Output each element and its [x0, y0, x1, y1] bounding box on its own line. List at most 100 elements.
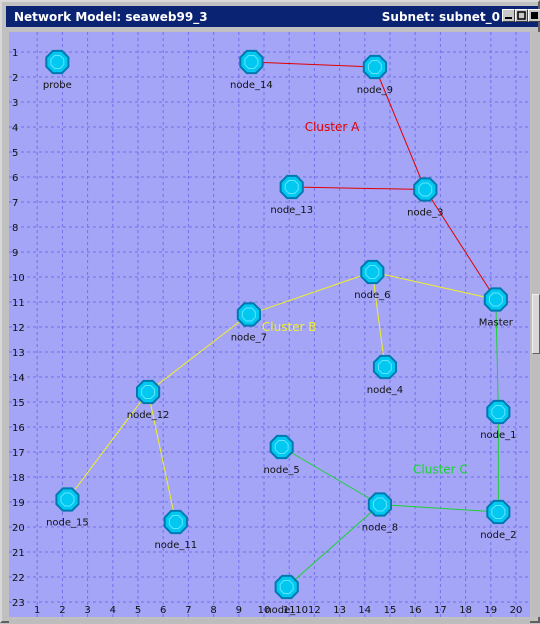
maximize-icon: [517, 11, 526, 20]
node-highlight: [241, 307, 256, 322]
y-tick-label: 13: [12, 348, 25, 359]
x-tick-label: 8: [210, 605, 216, 616]
edge-node_14-node_9: [251, 61, 375, 68]
x-tick-label: 20: [510, 605, 523, 616]
edge-node_9-node_3: [374, 66, 426, 190]
node-node_11[interactable]: node_11: [154, 509, 197, 551]
node-label: node_14: [230, 80, 273, 91]
vertical-scroll-thumb[interactable]: [532, 294, 540, 354]
node-node_2[interactable]: node_2: [480, 499, 517, 541]
node-icon: [486, 399, 511, 425]
y-tick-label: 4: [12, 123, 18, 134]
x-tick-label: 4: [110, 605, 116, 616]
x-tick-label: 12: [308, 605, 321, 616]
x-tick-label: 7: [185, 605, 191, 616]
node-label: Master: [479, 318, 514, 329]
node-node_14[interactable]: node_14: [230, 49, 273, 91]
edge-node_8-node_5: [281, 446, 381, 505]
node-node_8[interactable]: node_8: [362, 492, 398, 534]
vertical-scrollbar[interactable]: [532, 32, 540, 617]
edge-node_8-node_10: [286, 504, 381, 588]
node-node_3[interactable]: node_3: [407, 177, 443, 219]
y-tick-label: 23: [12, 598, 25, 609]
y-tick-label: 9: [12, 248, 18, 259]
y-tick-label: 8: [12, 223, 18, 234]
x-tick-label: 2: [59, 605, 65, 616]
minimize-button[interactable]: [502, 9, 515, 22]
node-node_13[interactable]: node_13: [270, 174, 313, 216]
x-tick-label: 10: [258, 605, 271, 616]
node-highlight: [279, 580, 294, 594]
node-label: node_5: [263, 465, 299, 476]
x-tick-label: 1: [34, 605, 40, 616]
x-tick-label: 6: [160, 605, 166, 616]
node-node_6[interactable]: node_6: [354, 259, 391, 301]
y-tick-label: 6: [12, 173, 18, 184]
edge-node_6-node_7: [248, 271, 373, 315]
y-tick-label: 10: [12, 273, 25, 284]
node-label: node_8: [362, 523, 398, 534]
close-button[interactable]: [528, 9, 540, 22]
edge-node_12-node_11: [147, 391, 177, 523]
node-icon: [269, 434, 294, 460]
edge-node_2-node_8: [379, 504, 499, 513]
node-node_9[interactable]: node_9: [357, 54, 393, 96]
y-tick-label: 2: [12, 73, 18, 84]
node-highlight: [168, 515, 183, 529]
node-icon: [163, 509, 188, 535]
node-icon: [362, 54, 387, 80]
x-tick-label: 19: [484, 605, 497, 616]
title-bar[interactable]: Network Model: seaweb99_3 Subnet: subnet…: [6, 6, 540, 27]
node-highlight: [274, 440, 289, 454]
x-tick-label: 9: [236, 605, 242, 616]
node-probe[interactable]: probe: [43, 49, 72, 91]
node-icon: [486, 499, 511, 525]
y-tick-label: 22: [12, 573, 25, 584]
window-title: Network Model: seaweb99_3: [14, 10, 208, 24]
node-Master[interactable]: Master: [479, 287, 514, 329]
node-node_4[interactable]: node_4: [367, 354, 403, 396]
cluster-label-b: Cluster B: [262, 320, 317, 334]
subnet-title: Subnet: subnet_0: [381, 10, 500, 24]
node-label: node_1: [480, 430, 516, 441]
node-node_1[interactable]: node_1: [480, 399, 517, 441]
minimize-icon: [505, 17, 512, 19]
y-tick-label: 3: [12, 98, 18, 109]
node-node_5[interactable]: node_5: [263, 434, 300, 476]
edge-Master-node_6: [372, 271, 496, 300]
y-tick-label: 18: [12, 473, 25, 484]
node-highlight: [244, 55, 259, 69]
node-icon: [372, 354, 397, 380]
x-tick-label: 13: [333, 605, 346, 616]
node-label: node_13: [270, 205, 313, 216]
node-label: node_7: [231, 333, 267, 344]
node-label: node_6: [354, 290, 390, 301]
node-node_10[interactable]: node_10: [265, 574, 308, 616]
edge-node_13-node_3: [291, 186, 426, 190]
y-tick-label: 12: [12, 323, 25, 334]
x-tick-label: 17: [434, 605, 447, 616]
horizontal-scrollbar[interactable]: [9, 619, 530, 624]
network-canvas[interactable]: probe node_14 node_9 node_13 node_3 node_6 Mas…: [9, 32, 530, 617]
node-node_7[interactable]: node_7: [231, 302, 267, 344]
y-tick-label: 5: [12, 148, 18, 159]
node-node_12[interactable]: node_12: [127, 379, 170, 421]
y-tick-label: 16: [12, 423, 25, 434]
node-node_15[interactable]: node_15: [46, 487, 89, 529]
node-icon: [239, 49, 264, 75]
y-tick-label: 15: [12, 398, 25, 409]
cluster-label-c: Cluster C: [413, 463, 468, 477]
node-icon: [413, 177, 438, 202]
node-highlight: [373, 497, 387, 512]
maximize-button[interactable]: [515, 9, 528, 22]
y-tick-label: 20: [12, 523, 25, 534]
node-label: node_2: [480, 530, 516, 541]
node-highlight: [365, 265, 380, 279]
node-label: probe: [43, 80, 72, 91]
node-highlight: [141, 385, 155, 399]
x-tick-label: 18: [459, 605, 472, 616]
node-icon: [483, 287, 508, 312]
node-icon: [45, 49, 70, 75]
